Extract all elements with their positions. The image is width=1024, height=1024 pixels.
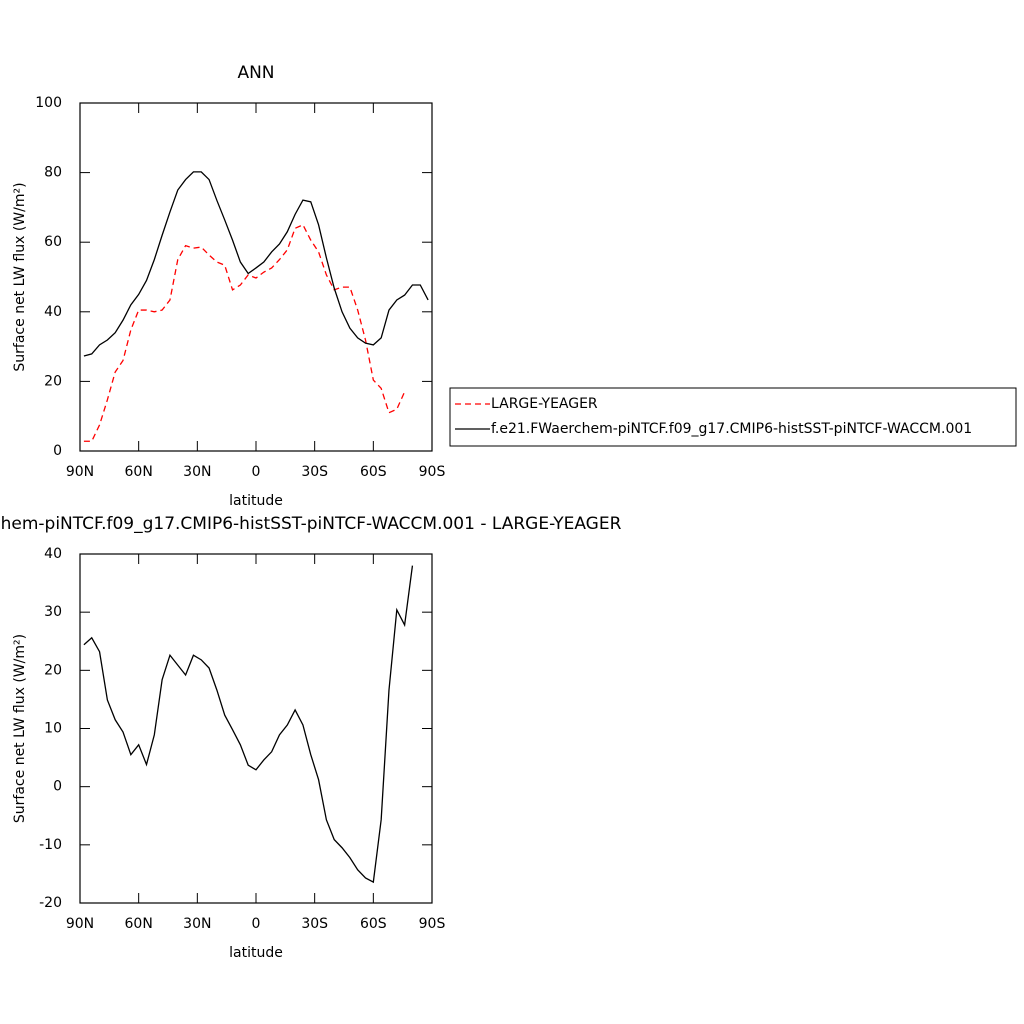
y-tick-label: 40 <box>44 546 62 562</box>
series-line <box>83 223 406 442</box>
x-tick-label: 60S <box>360 464 387 480</box>
y-tick-label: 10 <box>44 721 62 737</box>
y-axis-label: Surface net LW flux (W/m²) <box>12 182 28 371</box>
legend-label: f.e21.FWaerchem-piNTCF.f09_g17.CMIP6-his… <box>491 421 972 437</box>
legend-label: LARGE-YEAGER <box>491 396 598 412</box>
x-tick-label: 0 <box>252 464 261 480</box>
y-tick-label: 100 <box>35 95 62 111</box>
x-tick-label: 90N <box>66 464 94 480</box>
x-tick-label: 60N <box>125 464 153 480</box>
y-tick-label: 80 <box>44 165 62 181</box>
x-tick-label: 30S <box>301 464 328 480</box>
x-tick-label: 30N <box>183 916 211 932</box>
x-tick-label: 0 <box>252 916 261 932</box>
y-tick-label: 20 <box>44 662 62 678</box>
x-axis-label: latitude <box>229 945 283 961</box>
series-line <box>83 565 414 884</box>
x-tick-label: 90S <box>419 916 446 932</box>
x-tick-label: 60S <box>360 916 387 932</box>
series-line <box>83 171 429 357</box>
plot-frame <box>79 553 433 904</box>
y-tick-label: 40 <box>44 304 62 320</box>
legend-box <box>449 387 1017 447</box>
y-tick-label: -10 <box>39 837 62 853</box>
x-tick-label: 30N <box>183 464 211 480</box>
x-tick-label: 90S <box>419 464 446 480</box>
plot-frame <box>79 102 433 452</box>
y-tick-label: 0 <box>53 779 62 795</box>
chart-title: ANN <box>237 63 274 83</box>
y-tick-label: -20 <box>39 895 62 911</box>
x-axis-label: latitude <box>229 493 283 509</box>
y-axis-label: Surface net LW flux (W/m²) <box>12 634 28 823</box>
y-tick-label: 20 <box>44 373 62 389</box>
chart-title: f.e21.FWaerchem-piNTCF.f09_g17.CMIP6-his… <box>0 514 622 534</box>
x-tick-label: 30S <box>301 916 328 932</box>
y-tick-label: 0 <box>53 443 62 459</box>
x-tick-label: 90N <box>66 916 94 932</box>
y-tick-label: 30 <box>44 604 62 620</box>
y-tick-label: 60 <box>44 234 62 250</box>
x-tick-label: 60N <box>125 916 153 932</box>
